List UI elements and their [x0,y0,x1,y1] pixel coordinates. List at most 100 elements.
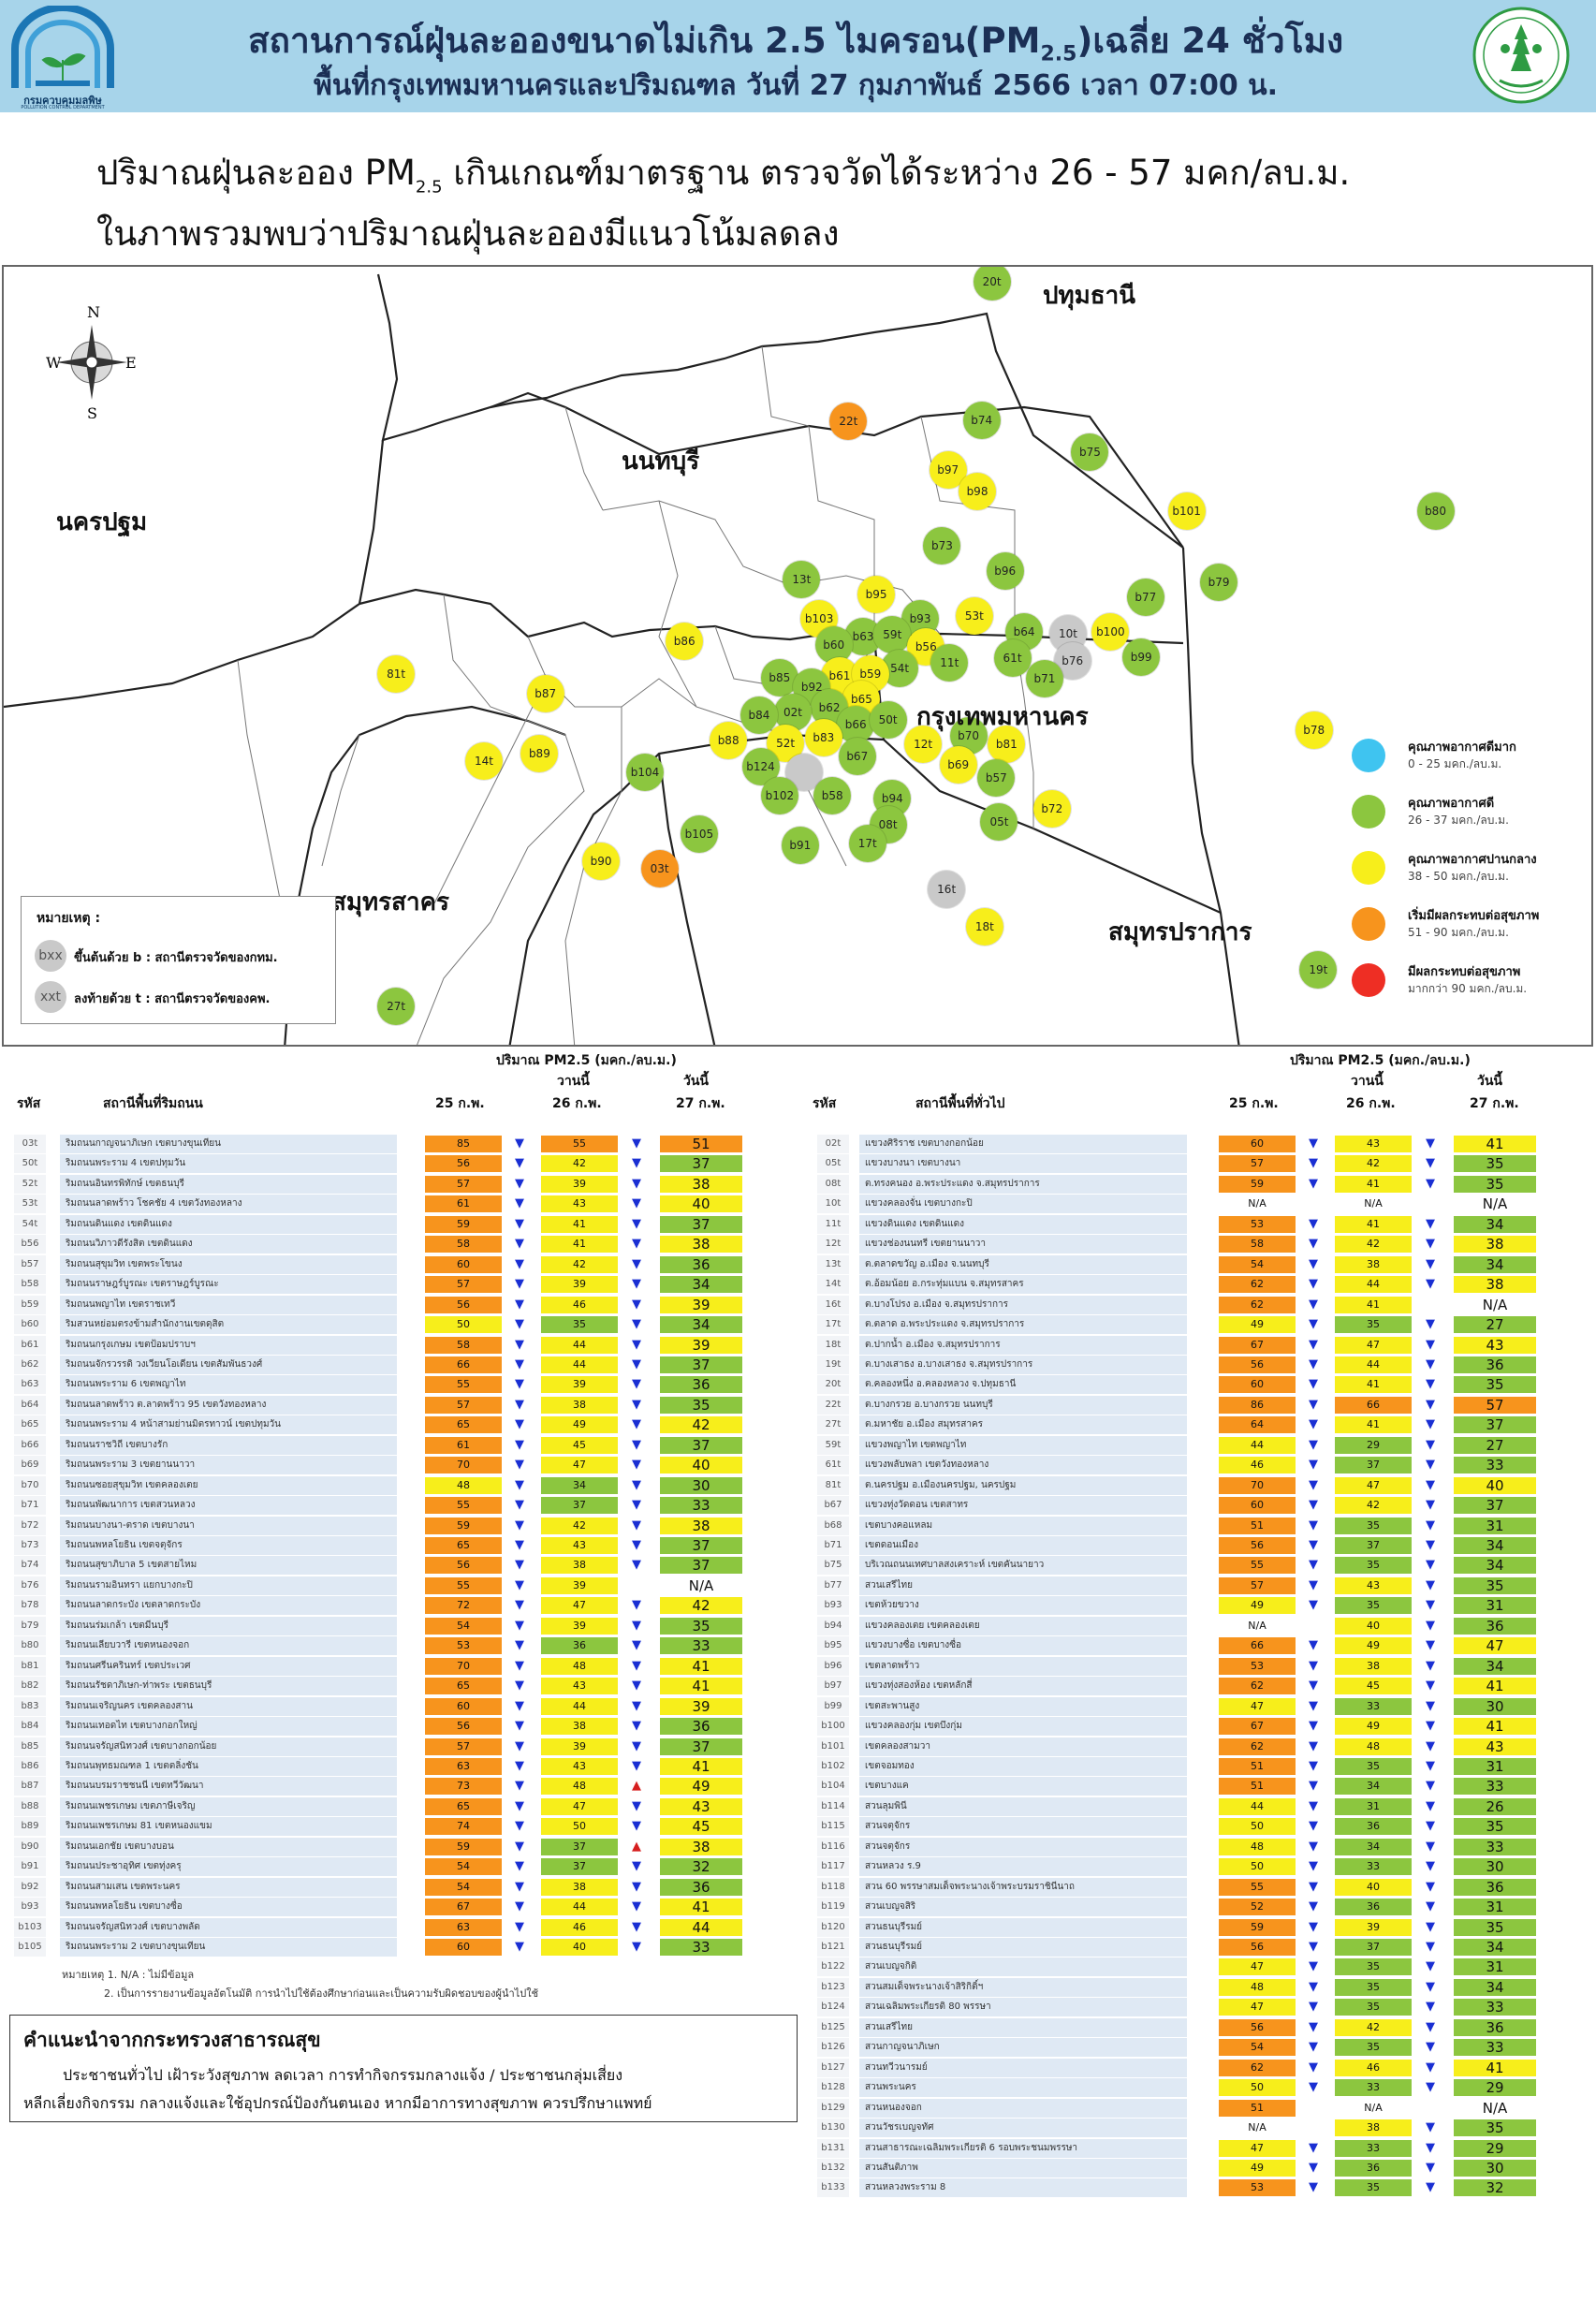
value-25-feb: 55 [1219,1878,1296,1896]
value-26-feb: 34 [541,1476,618,1494]
trend-down-icon: ▼ [1426,2040,1435,2055]
value-26-feb: 35 [1335,1316,1412,1334]
value-27-feb: 30 [1454,1858,1536,1876]
station-code: 20t [817,1375,849,1395]
trend-down-icon: ▼ [1426,2000,1435,2015]
station-name: สวนเฉลิมพระเกียรติ 80 พรรษา [859,1998,1187,2017]
general-col-station: สถานีพื้นที่ทั่วไป [915,1096,1005,1111]
trend-down-icon: ▼ [1426,2180,1435,2195]
value-27-feb: 43 [1454,1737,1536,1755]
station-code: 50t [14,1154,46,1174]
station-name: ริมถนนราชวิถี เขตบางรัก [60,1435,397,1455]
trend-down-icon: ▼ [632,1758,641,1773]
station-name: ริมถนนสุขาภิบาล 5 เขตสายไหม [60,1556,397,1576]
value-25-feb: 57 [425,1175,502,1193]
map-station-b88: b88 [710,721,748,759]
value-27-feb: 36 [660,1376,742,1394]
map-note-title: หมายเหตุ : [37,911,101,926]
value-26-feb: 48 [1335,1737,1412,1755]
trend-down-icon: ▼ [1426,1859,1435,1874]
table-row: b119 สวนเบญจสิริ 52 36 31 ▼ ▼ [803,1898,1596,1917]
page-title: สถานการณ์ฝุ่นละอองขนาดไม่เกิน 2.5 ไมครอน… [140,13,1451,68]
value-26-feb: 66 [1335,1396,1412,1414]
trend-down-icon: ▼ [515,1136,524,1151]
trend-down-icon: ▼ [1426,1719,1435,1734]
value-26-feb: 39 [541,1376,618,1394]
trend-down-icon: ▼ [515,1698,524,1713]
trend-down-icon: ▼ [1426,1417,1435,1432]
table-row: b116 สวนจตุจักร 48 34 33 ▼ ▼ [803,1837,1596,1857]
value-25-feb: 58 [425,1336,502,1354]
value-27-feb: 26 [1454,1797,1536,1815]
trend-down-icon: ▼ [632,1679,641,1694]
value-26-feb: 35 [1335,1978,1412,1996]
station-code: 81t [817,1475,849,1495]
station-code: b104 [817,1777,849,1796]
value-25-feb: 49 [1219,2159,1296,2177]
station-code: b91 [14,1857,46,1877]
trend-down-icon: ▼ [1309,1538,1318,1552]
value-25-feb: 54 [1219,2039,1296,2057]
station-code: b89 [14,1817,46,1837]
trend-down-icon: ▼ [515,1658,524,1673]
trend-down-icon: ▼ [1426,1377,1435,1392]
station-name: ต.บางกรวย อ.บางกรวย นนทบุรี [859,1395,1187,1415]
summary-line-1a: ปริมาณฝุ่นละออง PM [96,153,416,193]
value-27-feb: 45 [660,1818,742,1836]
table-row: b132 สวนสันติภาพ 49 36 30 ▼ ▼ [803,2158,1596,2178]
station-code: 59t [817,1435,849,1455]
value-25-feb: 63 [425,1918,502,1936]
value-26-feb: 38 [541,1718,618,1736]
station-name: ริมถนนบรมราชชนนี เขตทวีวัฒนา [60,1777,397,1796]
station-map: 20t 22t b74 b97 b98 b75 b101 b80 b73 b96 13t b95 b77… [2,265,1593,1047]
station-name: ริมถนนรามอินทรา แยกบางกะปิ [60,1576,397,1595]
table-row: 11t แขวงดินแดง เขตดินแดง 53 41 34 ▼ ▼ [803,1214,1596,1235]
value-27-feb: 38 [660,1517,742,1534]
value-27-feb: 51 [660,1136,742,1152]
value-26-feb: 33 [1335,2139,1412,2157]
table-row: b83 ริมถนนเจริญนคร เขตคลองสาน 60 44 39 ▼ ▼ [0,1696,796,1717]
value-26-feb: 33 [1335,1858,1412,1876]
station-name: สวนทวีวนารมย์ [859,2058,1187,2077]
value-27-feb: 33 [660,1637,742,1655]
value-25-feb: 60 [425,1939,502,1956]
value-26-feb: 35 [1335,1958,1412,1976]
trend-down-icon: ▼ [1426,2160,1435,2175]
table-row: b121 สวนธนบุรีรมย์ 56 37 34 ▼ ▼ [803,1938,1596,1957]
value-26-feb: 50 [541,1818,618,1836]
value-25-feb: 52 [1219,1899,1296,1916]
trend-down-icon: ▼ [1426,1237,1435,1252]
value-27-feb: 34 [1454,1939,1536,1956]
trend-down-icon: ▼ [632,1377,641,1392]
table-row: 19t ต.บางเสาธง อ.บางเสาธง จ.สมุทรปราการ 56… [803,1355,1596,1375]
map-station-b105: b105 [680,814,718,853]
trend-down-icon: ▼ [1426,1798,1435,1813]
table-row: b59 ริมถนนพญาไท เขตราชเทวี 56 46 39 ▼ ▼ [0,1295,796,1315]
table-row: b96 เขตลาดพร้าว 53 38 34 ▼ ▼ [803,1656,1596,1677]
value-25-feb: 46 [1219,1457,1296,1474]
trend-down-icon: ▼ [1426,2060,1435,2075]
station-name: แขวงพลับพลา เขตวังทองหลาง [859,1456,1187,1475]
station-name: แขวงช่องนนทรี เขตยานนาวา [859,1235,1187,1254]
map-station-12t: 12t [904,726,943,764]
station-code: 16t [817,1295,849,1314]
value-26-feb: 40 [1335,1617,1412,1635]
value-27-feb: 36 [1454,1878,1536,1896]
value-27-feb: 37 [660,1557,742,1575]
value-26-feb: 41 [541,1215,618,1233]
legend-range-1: 0 - 25 มคก./ลบ.ม. [1408,757,1502,770]
value-27-feb: 33 [1454,1838,1536,1855]
value-26-feb: 44 [541,1336,618,1354]
value-25-feb: 51 [1219,1517,1296,1534]
trend-down-icon: ▼ [1426,1919,1435,1934]
table-row: b93 เขตห้วยขวาง 49 35 31 ▼ ▼ [803,1596,1596,1616]
table-row: b122 สวนเบญจกิติ 47 35 31 ▼ ▼ [803,1957,1596,1977]
map-station-b96: b96 [986,551,1024,590]
station-name: ริมถนนสุขุมวิท เขตพระโขนง [60,1254,397,1274]
trend-down-icon: ▼ [515,1237,524,1252]
station-code: b90 [14,1837,46,1856]
trend-down-icon: ▼ [1309,1337,1318,1352]
trend-down-icon: ▼ [1426,1779,1435,1794]
station-code: b122 [817,1957,849,1977]
trend-down-icon: ▼ [515,1758,524,1773]
